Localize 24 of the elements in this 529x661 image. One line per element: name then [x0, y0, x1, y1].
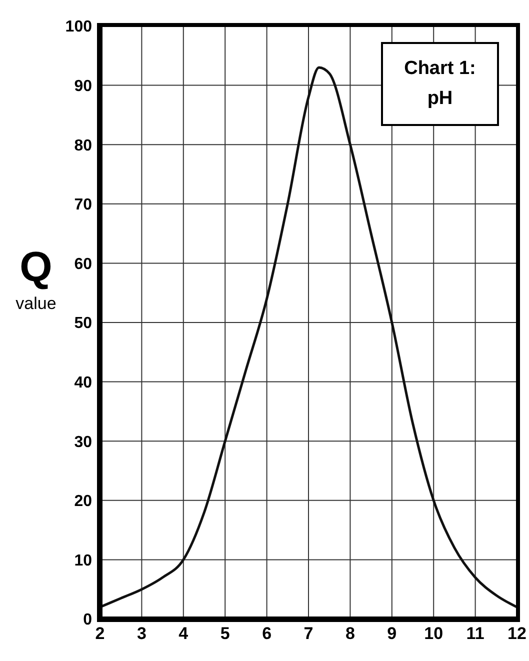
x-tick-label: 8 — [345, 624, 355, 644]
y-tick-label: 70 — [74, 196, 92, 214]
x-tick-label: 4 — [178, 624, 189, 644]
y-tick-label: 10 — [74, 552, 92, 570]
y-tick-label: 100 — [65, 18, 92, 36]
x-tick-label: 10 — [424, 624, 444, 644]
x-tick-label: 7 — [304, 624, 314, 644]
y-tick-label: 90 — [74, 78, 92, 95]
text: Chart 1: pH — [381, 42, 499, 126]
y-tick-label: 60 — [74, 256, 92, 273]
y-tick-label: 40 — [74, 374, 92, 392]
x-tick-label: 3 — [136, 624, 146, 644]
y-tick-label: 30 — [74, 434, 92, 451]
x-tick-label: 5 — [220, 624, 230, 644]
y-tick-label: 20 — [74, 493, 92, 510]
x-tick-label: 9 — [387, 624, 397, 644]
y-tick-label: 80 — [74, 137, 92, 154]
x-tick-label: 12 — [508, 624, 526, 644]
x-tick-label: 6 — [262, 624, 272, 644]
y-axis-title: Q value — [16, 242, 56, 313]
x-tick-label: 2 — [95, 624, 105, 644]
y-tick-label: 50 — [74, 315, 92, 332]
x-tick-label: 11 — [466, 624, 484, 644]
y-tick-label: 0 — [83, 612, 92, 629]
